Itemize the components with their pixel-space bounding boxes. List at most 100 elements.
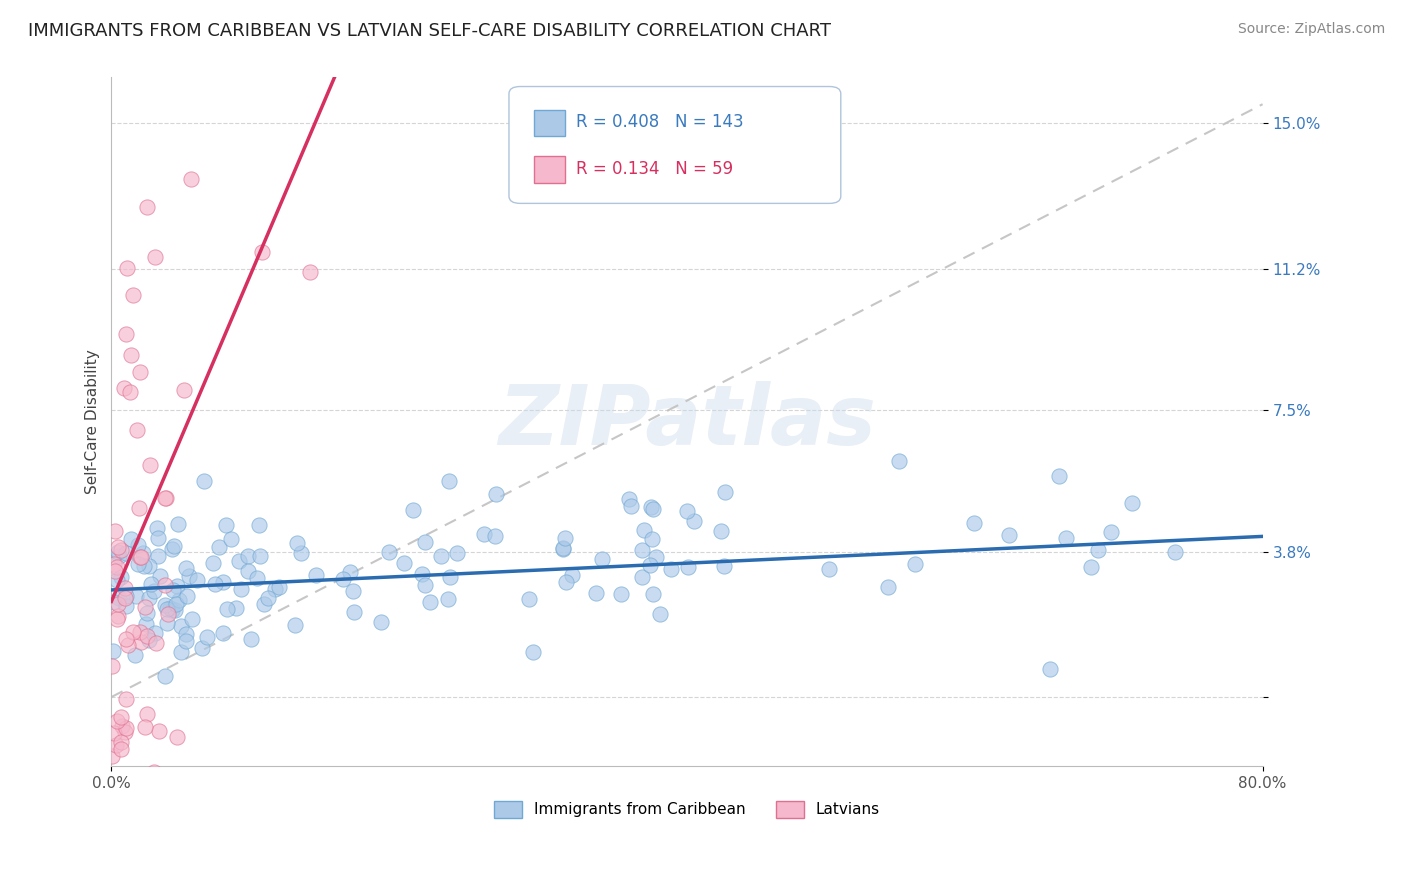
Legend: Immigrants from Caribbean, Latvians: Immigrants from Caribbean, Latvians xyxy=(488,795,886,823)
Point xyxy=(134,599,156,614)
Point xyxy=(129,365,152,379)
Point xyxy=(114,599,136,613)
Point xyxy=(236,549,259,563)
Point xyxy=(1099,525,1122,540)
Point xyxy=(186,573,208,587)
Point xyxy=(818,561,841,575)
Point xyxy=(166,579,188,593)
Point xyxy=(659,562,682,576)
Point xyxy=(236,565,259,579)
Point xyxy=(138,559,160,574)
Point xyxy=(215,517,238,532)
Point xyxy=(247,517,270,532)
Point xyxy=(633,523,655,537)
Point xyxy=(114,632,136,647)
Point xyxy=(174,560,197,574)
Point xyxy=(240,632,263,647)
Point xyxy=(710,524,733,538)
Point xyxy=(551,541,574,555)
Point xyxy=(413,577,436,591)
Point xyxy=(1039,662,1062,676)
Point xyxy=(143,250,166,264)
Point xyxy=(160,603,183,617)
Point xyxy=(132,558,155,573)
Point xyxy=(610,587,633,601)
Point xyxy=(114,326,136,341)
Point xyxy=(165,597,187,611)
Point xyxy=(156,615,179,630)
Point xyxy=(887,454,910,468)
Point xyxy=(246,571,269,585)
Point xyxy=(676,559,699,574)
Point xyxy=(221,532,243,546)
Point xyxy=(138,632,160,647)
Point xyxy=(155,669,177,683)
Point xyxy=(638,558,661,572)
Point xyxy=(107,597,129,611)
Point xyxy=(114,721,136,735)
Point xyxy=(142,584,165,599)
Point xyxy=(208,540,231,554)
Point xyxy=(620,499,643,513)
Point xyxy=(136,201,159,215)
Point xyxy=(104,564,127,578)
Y-axis label: Self-Care Disability: Self-Care Disability xyxy=(86,350,100,494)
Point xyxy=(105,560,128,574)
Point xyxy=(136,707,159,722)
Point xyxy=(104,524,127,538)
Point xyxy=(904,557,927,571)
Point xyxy=(378,545,401,559)
Point xyxy=(342,583,364,598)
Point xyxy=(640,500,662,514)
Point xyxy=(163,539,186,553)
Point xyxy=(585,586,607,600)
Point xyxy=(139,458,162,472)
Point xyxy=(1054,531,1077,545)
Point xyxy=(115,260,138,275)
Point xyxy=(103,558,125,572)
Point xyxy=(169,593,191,607)
Point xyxy=(211,625,233,640)
Point xyxy=(228,554,250,568)
Point xyxy=(290,546,312,560)
Point xyxy=(108,549,131,564)
Point xyxy=(411,566,433,581)
Point xyxy=(115,546,138,560)
Point xyxy=(162,582,184,597)
Point xyxy=(877,580,900,594)
Point xyxy=(157,607,180,622)
Point xyxy=(159,601,181,615)
Point xyxy=(129,549,152,564)
Point xyxy=(592,551,614,566)
Point xyxy=(1163,544,1185,558)
Point xyxy=(430,549,453,563)
Point xyxy=(180,171,202,186)
Point xyxy=(555,574,578,589)
Point xyxy=(108,591,131,605)
Point xyxy=(136,607,159,621)
Point xyxy=(146,531,169,545)
Point xyxy=(127,557,149,571)
Point xyxy=(630,542,652,557)
Point xyxy=(143,626,166,640)
Point xyxy=(127,538,149,552)
Point xyxy=(195,630,218,644)
Point xyxy=(561,567,583,582)
Point xyxy=(641,532,664,546)
Point xyxy=(204,577,226,591)
Point xyxy=(156,602,179,616)
Point xyxy=(120,533,142,547)
Point xyxy=(148,549,170,563)
Point xyxy=(641,587,664,601)
Point xyxy=(174,634,197,648)
Point xyxy=(174,627,197,641)
Point xyxy=(650,607,672,622)
Point xyxy=(134,720,156,734)
Point xyxy=(122,288,145,302)
Point xyxy=(176,589,198,603)
Point xyxy=(101,644,124,658)
Point xyxy=(107,544,129,558)
Point xyxy=(284,618,307,632)
Point xyxy=(370,615,392,629)
Point xyxy=(392,557,415,571)
